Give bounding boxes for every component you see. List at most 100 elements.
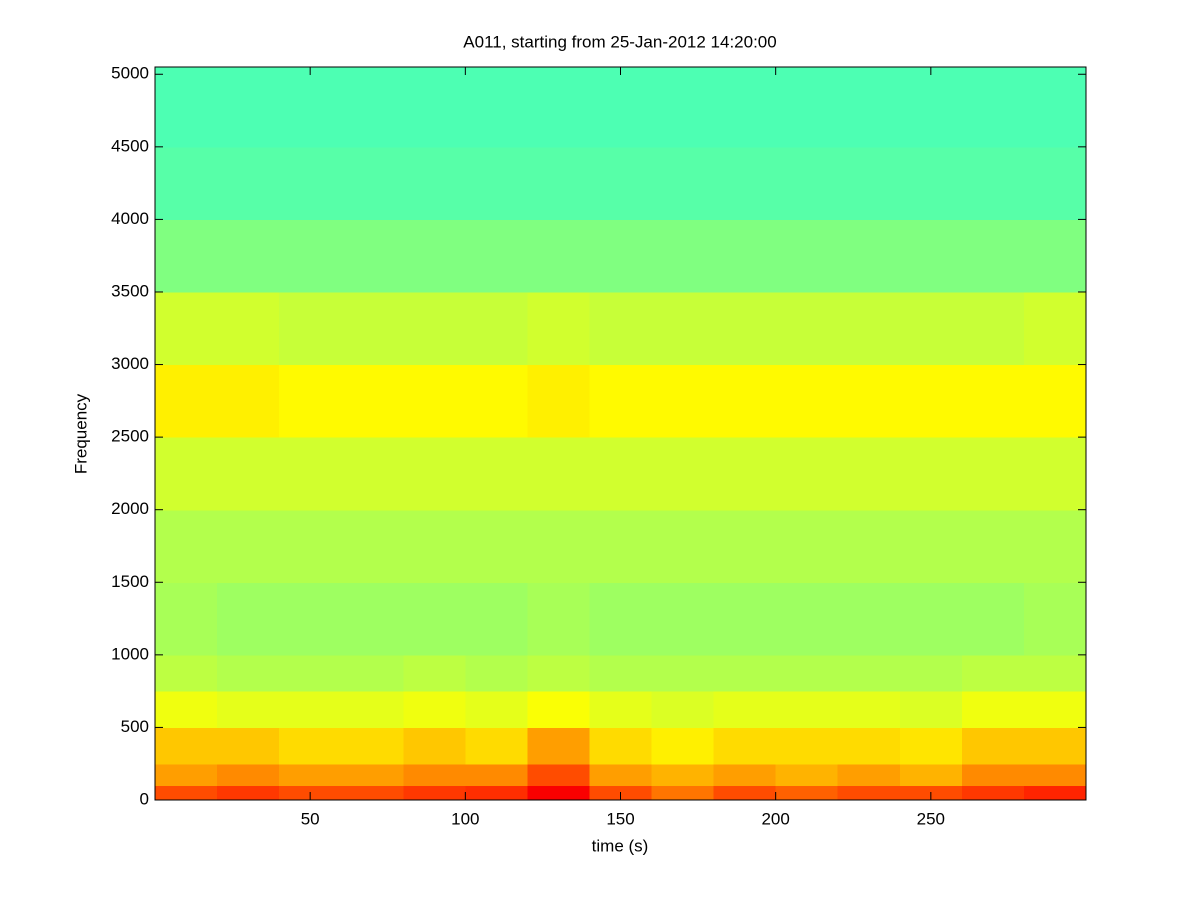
spectrogram-cell xyxy=(775,364,839,438)
spectrogram-cell xyxy=(589,364,653,438)
spectrogram-cell xyxy=(217,582,280,656)
spectrogram-cell xyxy=(899,67,963,148)
spectrogram-cell xyxy=(589,509,653,583)
spectrogram-cell xyxy=(837,763,901,787)
spectrogram-cell xyxy=(589,691,653,729)
spectrogram-cell xyxy=(651,582,715,656)
spectrogram-cell xyxy=(527,437,591,511)
spectrogram-cell xyxy=(899,727,963,765)
spectrogram-cell xyxy=(217,146,280,221)
spectrogram-cell xyxy=(403,654,466,692)
spectrogram-cell xyxy=(403,219,466,293)
spectrogram-cell xyxy=(1023,582,1087,656)
spectrogram-cell xyxy=(155,582,218,656)
spectrogram-cell xyxy=(651,291,715,366)
y-tick-label: 4500 xyxy=(111,136,149,155)
spectrogram-cell xyxy=(961,727,1025,765)
spectrogram-cell xyxy=(465,146,528,221)
spectrogram-cell xyxy=(527,654,591,692)
spectrogram-cell xyxy=(279,691,342,729)
spectrogram-cell xyxy=(527,146,591,221)
spectrogram-cell xyxy=(651,437,715,511)
spectrogram-cell xyxy=(341,146,404,221)
spectrogram-cell xyxy=(713,509,777,583)
spectrogram-cell xyxy=(713,654,777,692)
spectrogram-cell xyxy=(527,582,591,656)
spectrogram-cell xyxy=(713,364,777,438)
spectrogram-cell xyxy=(713,691,777,729)
spectrogram-cell xyxy=(899,291,963,366)
spectrogram-cell xyxy=(279,727,342,765)
spectrogram-cell xyxy=(341,219,404,293)
spectrogram-cell xyxy=(341,364,404,438)
spectrogram-cell xyxy=(837,691,901,729)
spectrogram-cell xyxy=(775,727,839,765)
spectrogram-cell xyxy=(217,291,280,366)
spectrogram-cell xyxy=(713,291,777,366)
y-tick-label: 1000 xyxy=(111,644,149,663)
spectrogram-cell xyxy=(403,146,466,221)
spectrogram-cell xyxy=(217,437,280,511)
spectrogram-cell xyxy=(589,146,653,221)
spectrogram-cell xyxy=(589,582,653,656)
spectrogram-cell xyxy=(527,763,591,787)
spectrogram-cell xyxy=(651,146,715,221)
spectrogram-cell xyxy=(155,291,218,366)
spectrogram-cells xyxy=(155,67,1087,801)
spectrogram-cell xyxy=(775,763,839,787)
spectrogram-cell xyxy=(403,763,466,787)
spectrogram-cell xyxy=(589,291,653,366)
spectrogram-cell xyxy=(775,291,839,366)
spectrogram-cell xyxy=(155,654,218,692)
spectrogram-cell xyxy=(279,437,342,511)
spectrogram-cell xyxy=(1023,727,1087,765)
spectrogram-cell xyxy=(155,219,218,293)
spectrogram-cell xyxy=(403,582,466,656)
spectrogram-cell xyxy=(713,219,777,293)
spectrogram-cell xyxy=(837,654,901,692)
spectrogram-cell xyxy=(403,691,466,729)
spectrogram-cell xyxy=(341,691,404,729)
x-tick-label: 150 xyxy=(606,809,634,828)
spectrogram-cell xyxy=(961,785,1025,801)
spectrogram-cell xyxy=(961,437,1025,511)
spectrogram-cell xyxy=(713,582,777,656)
spectrogram-cell xyxy=(899,146,963,221)
y-axis-label: Frequency xyxy=(71,393,90,474)
y-tick-label: 3000 xyxy=(111,354,149,373)
spectrogram-cell xyxy=(651,654,715,692)
spectrogram-cell xyxy=(589,727,653,765)
spectrogram-cell xyxy=(341,582,404,656)
y-tick-label: 2000 xyxy=(111,499,149,518)
spectrogram-cell xyxy=(713,763,777,787)
spectrogram-cell xyxy=(279,582,342,656)
spectrogram-cell xyxy=(155,364,218,438)
spectrogram-cell xyxy=(527,219,591,293)
spectrogram-cell xyxy=(217,219,280,293)
spectrogram-cell xyxy=(961,582,1025,656)
spectrogram-cell xyxy=(217,727,280,765)
spectrogram-cell xyxy=(217,67,280,148)
spectrogram-cell xyxy=(961,219,1025,293)
spectrogram-cell xyxy=(279,654,342,692)
spectrogram-cell xyxy=(1023,67,1087,148)
spectrogram-cell xyxy=(775,691,839,729)
spectrogram-cell xyxy=(155,763,218,787)
spectrogram-cell xyxy=(775,654,839,692)
spectrogram-cell xyxy=(403,291,466,366)
spectrogram-cell xyxy=(217,654,280,692)
spectrogram-cell xyxy=(341,785,404,801)
spectrogram-cell xyxy=(527,785,591,801)
spectrogram-cell xyxy=(1023,437,1087,511)
spectrogram-cell xyxy=(527,509,591,583)
spectrogram-cell xyxy=(1023,785,1087,801)
y-tick-label: 5000 xyxy=(111,64,149,83)
y-tick-label: 4000 xyxy=(111,209,149,228)
y-tick-label: 3500 xyxy=(111,281,149,300)
spectrogram-cell xyxy=(403,437,466,511)
spectrogram-cell xyxy=(279,509,342,583)
y-tick-label: 1500 xyxy=(111,572,149,591)
spectrogram-cell xyxy=(279,364,342,438)
spectrogram-cell xyxy=(961,654,1025,692)
spectrogram-cell xyxy=(899,364,963,438)
